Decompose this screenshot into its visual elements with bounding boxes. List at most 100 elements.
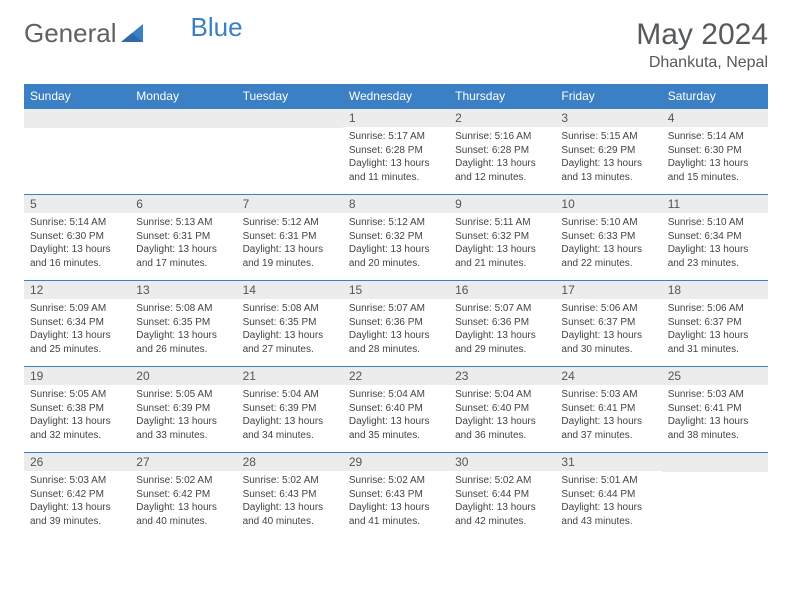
brand-triangle-icon bbox=[121, 18, 143, 49]
day-detail-line: Sunset: 6:40 PM bbox=[349, 402, 443, 416]
weekday-header: Thursday bbox=[449, 84, 555, 108]
calendar-cell: 4Sunrise: 5:14 AMSunset: 6:30 PMDaylight… bbox=[662, 108, 768, 194]
day-detail-line: Sunset: 6:41 PM bbox=[668, 402, 762, 416]
day-details: Sunrise: 5:05 AMSunset: 6:39 PMDaylight:… bbox=[130, 385, 236, 442]
day-detail-line: Daylight: 13 hours bbox=[30, 415, 124, 429]
calendar-cell: 9Sunrise: 5:11 AMSunset: 6:32 PMDaylight… bbox=[449, 194, 555, 280]
day-number: 19 bbox=[24, 366, 130, 385]
day-details: Sunrise: 5:06 AMSunset: 6:37 PMDaylight:… bbox=[555, 299, 661, 356]
day-details: Sunrise: 5:02 AMSunset: 6:44 PMDaylight:… bbox=[449, 471, 555, 528]
day-detail-line: Daylight: 13 hours bbox=[455, 243, 549, 257]
day-detail-line: and 26 minutes. bbox=[136, 343, 230, 357]
header: General Blue May 2024 Dhankuta, Nepal bbox=[24, 18, 768, 72]
day-detail-line: Sunset: 6:41 PM bbox=[561, 402, 655, 416]
day-number: 10 bbox=[555, 194, 661, 213]
calendar-cell: 11Sunrise: 5:10 AMSunset: 6:34 PMDayligh… bbox=[662, 194, 768, 280]
day-detail-line: Daylight: 13 hours bbox=[561, 157, 655, 171]
day-detail-line: Daylight: 13 hours bbox=[30, 329, 124, 343]
day-detail-line: and 41 minutes. bbox=[349, 515, 443, 529]
day-detail-line: Sunrise: 5:01 AM bbox=[561, 474, 655, 488]
day-details bbox=[130, 128, 236, 131]
calendar-cell: 27Sunrise: 5:02 AMSunset: 6:42 PMDayligh… bbox=[130, 452, 236, 538]
day-detail-line: and 27 minutes. bbox=[243, 343, 337, 357]
day-number: 22 bbox=[343, 366, 449, 385]
day-details: Sunrise: 5:03 AMSunset: 6:41 PMDaylight:… bbox=[555, 385, 661, 442]
day-detail-line: Daylight: 13 hours bbox=[561, 243, 655, 257]
day-detail-line: Sunset: 6:33 PM bbox=[561, 230, 655, 244]
day-detail-line: Daylight: 13 hours bbox=[349, 415, 443, 429]
day-number bbox=[130, 108, 236, 128]
day-detail-line: Daylight: 13 hours bbox=[243, 501, 337, 515]
day-detail-line: Sunrise: 5:04 AM bbox=[455, 388, 549, 402]
day-detail-line: and 40 minutes. bbox=[243, 515, 337, 529]
calendar-cell: 26Sunrise: 5:03 AMSunset: 6:42 PMDayligh… bbox=[24, 452, 130, 538]
day-number: 9 bbox=[449, 194, 555, 213]
calendar-cell: 30Sunrise: 5:02 AMSunset: 6:44 PMDayligh… bbox=[449, 452, 555, 538]
calendar-cell: 10 Sunrise: 5:10 AMSunset: 6:33 PMDayligh… bbox=[555, 194, 661, 280]
day-detail-line: Daylight: 13 hours bbox=[668, 157, 762, 171]
brand-part2: Blue bbox=[191, 12, 243, 43]
day-details bbox=[662, 472, 768, 475]
day-detail-line: Sunrise: 5:08 AM bbox=[136, 302, 230, 316]
calendar-cell: 29Sunrise: 5:02 AMSunset: 6:43 PMDayligh… bbox=[343, 452, 449, 538]
weekday-header: Tuesday bbox=[237, 84, 343, 108]
day-detail-line: Daylight: 13 hours bbox=[349, 501, 443, 515]
day-details: Sunrise: 5:02 AMSunset: 6:43 PMDaylight:… bbox=[343, 471, 449, 528]
day-detail-line: and 20 minutes. bbox=[349, 257, 443, 271]
day-details: Sunrise: 5:03 AMSunset: 6:42 PMDaylight:… bbox=[24, 471, 130, 528]
day-detail-line: Daylight: 13 hours bbox=[455, 501, 549, 515]
day-detail-line: Daylight: 13 hours bbox=[455, 415, 549, 429]
day-details: Sunrise: 5:12 AMSunset: 6:32 PMDaylight:… bbox=[343, 213, 449, 270]
calendar-cell: 20Sunrise: 5:05 AMSunset: 6:39 PMDayligh… bbox=[130, 366, 236, 452]
calendar-cell: 25Sunrise: 5:03 AMSunset: 6:41 PMDayligh… bbox=[662, 366, 768, 452]
title-block: May 2024 Dhankuta, Nepal bbox=[636, 18, 768, 72]
day-detail-line: Sunset: 6:38 PM bbox=[30, 402, 124, 416]
calendar-cell: 24Sunrise: 5:03 AMSunset: 6:41 PMDayligh… bbox=[555, 366, 661, 452]
day-details: Sunrise: 5:15 AMSunset: 6:29 PMDaylight:… bbox=[555, 127, 661, 184]
day-detail-line: Sunrise: 5:03 AM bbox=[668, 388, 762, 402]
day-detail-line: Sunset: 6:32 PM bbox=[349, 230, 443, 244]
weekday-header: Saturday bbox=[662, 84, 768, 108]
day-detail-line: and 19 minutes. bbox=[243, 257, 337, 271]
day-detail-line: Sunrise: 5:07 AM bbox=[349, 302, 443, 316]
day-detail-line: and 43 minutes. bbox=[561, 515, 655, 529]
day-number: 8 bbox=[343, 194, 449, 213]
day-details bbox=[237, 128, 343, 131]
day-detail-line: and 31 minutes. bbox=[668, 343, 762, 357]
day-detail-line: Sunrise: 5:04 AM bbox=[349, 388, 443, 402]
day-detail-line: Daylight: 13 hours bbox=[349, 243, 443, 257]
day-details: Sunrise: 5:16 AMSunset: 6:28 PMDaylight:… bbox=[449, 127, 555, 184]
day-details: Sunrise: 5:14 AMSunset: 6:30 PMDaylight:… bbox=[662, 127, 768, 184]
day-detail-line: Daylight: 13 hours bbox=[561, 501, 655, 515]
day-details: Sunrise: 5:07 AMSunset: 6:36 PMDaylight:… bbox=[343, 299, 449, 356]
day-detail-line: Sunrise: 5:15 AM bbox=[561, 130, 655, 144]
day-detail-line: Sunrise: 5:07 AM bbox=[455, 302, 549, 316]
day-detail-line: and 34 minutes. bbox=[243, 429, 337, 443]
day-detail-line: Sunset: 6:31 PM bbox=[136, 230, 230, 244]
day-detail-line: Sunset: 6:29 PM bbox=[561, 144, 655, 158]
month-title: May 2024 bbox=[636, 18, 768, 52]
day-detail-line: and 33 minutes. bbox=[136, 429, 230, 443]
day-number: 11 bbox=[662, 194, 768, 213]
day-number: 12 bbox=[24, 280, 130, 299]
day-details: Sunrise: 5:07 AMSunset: 6:36 PMDaylight:… bbox=[449, 299, 555, 356]
day-detail-line: Sunset: 6:43 PM bbox=[349, 488, 443, 502]
day-detail-line: Sunrise: 5:10 AM bbox=[561, 216, 655, 230]
day-number bbox=[662, 452, 768, 472]
calendar-week-row: 1Sunrise: 5:17 AMSunset: 6:28 PMDaylight… bbox=[24, 108, 768, 194]
day-detail-line: Sunrise: 5:14 AM bbox=[30, 216, 124, 230]
day-detail-line: and 29 minutes. bbox=[455, 343, 549, 357]
day-details: Sunrise: 5:01 AMSunset: 6:44 PMDaylight:… bbox=[555, 471, 661, 528]
day-detail-line: Sunrise: 5:06 AM bbox=[561, 302, 655, 316]
calendar-cell: 21Sunrise: 5:04 AMSunset: 6:39 PMDayligh… bbox=[237, 366, 343, 452]
calendar-cell: 18Sunrise: 5:06 AMSunset: 6:37 PMDayligh… bbox=[662, 280, 768, 366]
day-details: Sunrise: 5:03 AMSunset: 6:41 PMDaylight:… bbox=[662, 385, 768, 442]
calendar-cell: 15Sunrise: 5:07 AMSunset: 6:36 PMDayligh… bbox=[343, 280, 449, 366]
calendar-cell: 3Sunrise: 5:15 AMSunset: 6:29 PMDaylight… bbox=[555, 108, 661, 194]
day-detail-line: Sunrise: 5:02 AM bbox=[243, 474, 337, 488]
day-detail-line: Daylight: 13 hours bbox=[349, 329, 443, 343]
day-detail-line: Sunset: 6:32 PM bbox=[455, 230, 549, 244]
day-detail-line: Sunset: 6:30 PM bbox=[668, 144, 762, 158]
day-details: Sunrise: 5:08 AMSunset: 6:35 PMDaylight:… bbox=[237, 299, 343, 356]
day-detail-line: Sunset: 6:44 PM bbox=[455, 488, 549, 502]
